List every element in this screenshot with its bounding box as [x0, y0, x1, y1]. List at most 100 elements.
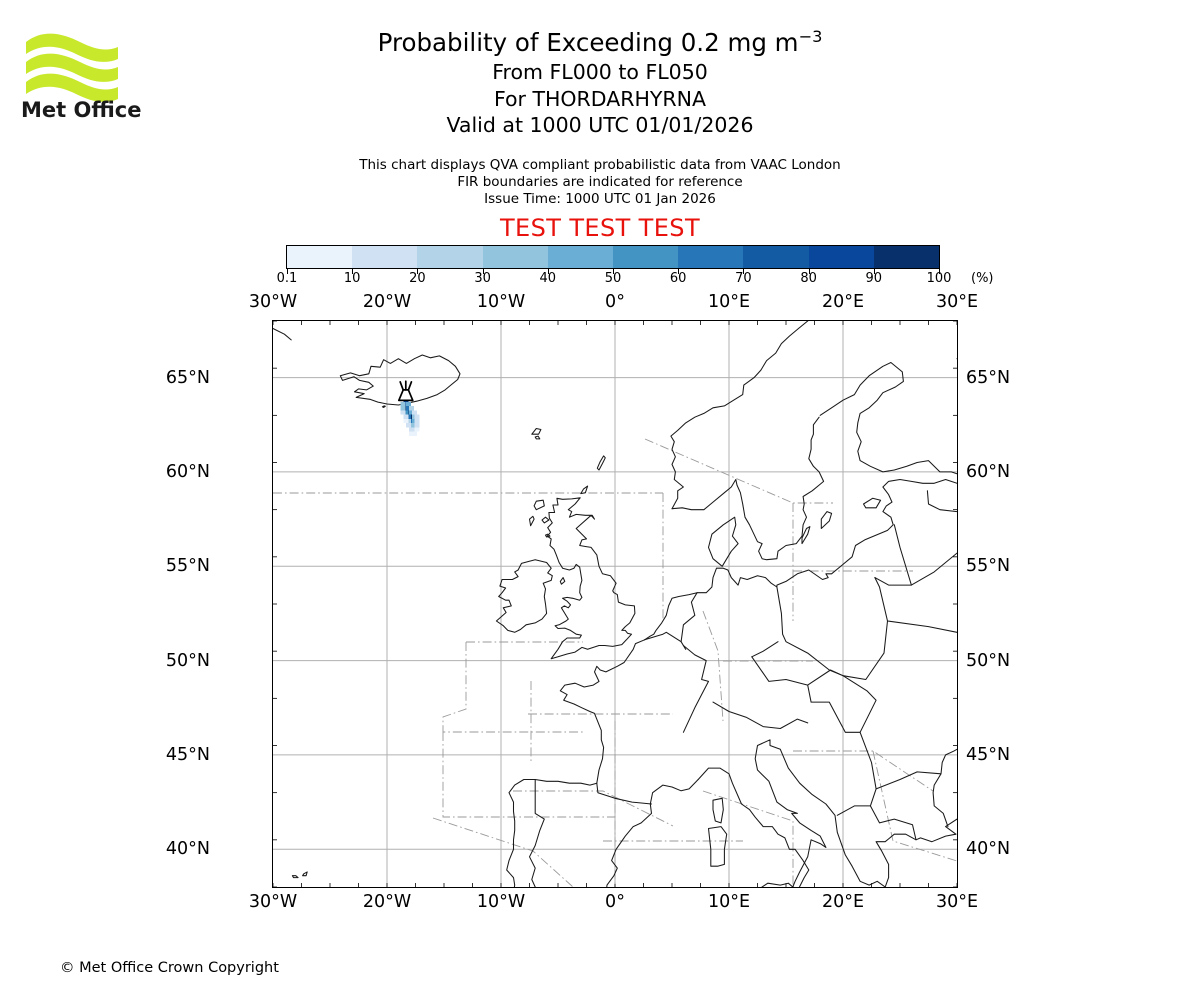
- latitude-label-left: 40°N: [165, 839, 210, 860]
- colorbar-tick: [743, 269, 745, 274]
- colorbar-tick: [482, 269, 484, 274]
- colorbar-band-2: [417, 246, 483, 268]
- coastline-path: [339, 354, 461, 406]
- note-issue-time: Issue Time: 1000 UTC 01 Jan 2026: [484, 191, 716, 207]
- latitude-label-left: 65°N: [165, 367, 210, 388]
- probability-cell: [411, 431, 417, 436]
- coastline-path: [712, 701, 809, 730]
- coastline-path: [273, 327, 292, 341]
- chart-notes-block: This chart displays QVA compliant probab…: [0, 157, 1200, 208]
- coastline-path: [712, 797, 724, 824]
- probability-cell: [406, 418, 412, 424]
- colorbar-tick-label: 0.1: [276, 271, 298, 286]
- coastline-path: [875, 771, 942, 790]
- probability-cell: [400, 401, 406, 407]
- colorbar-band-4: [547, 246, 614, 268]
- colorbar-gradient: [286, 245, 940, 269]
- colorbar-band-7: [743, 246, 809, 268]
- map-plot-area[interactable]: [272, 320, 958, 888]
- coastline-path: [751, 641, 779, 658]
- colorbar-tick: [613, 269, 614, 274]
- longitude-label-bottom: 10°W: [476, 892, 526, 912]
- coastline-path: [761, 882, 794, 887]
- coastline-path: [596, 455, 606, 471]
- colorbar-band-3: [482, 246, 548, 268]
- coastline-path: [932, 748, 957, 828]
- coastline-path: [893, 524, 912, 586]
- colorbar-band-5: [613, 246, 679, 268]
- longitude-label-bottom: 20°W: [362, 892, 412, 912]
- colorbar-tick-label: 60: [669, 271, 687, 286]
- colorbar-ticks: [286, 269, 940, 277]
- probability-cell: [409, 414, 415, 419]
- coastline-path: [596, 782, 616, 799]
- coastline-path: [528, 778, 545, 887]
- probability-cell: [409, 418, 415, 424]
- latitude-axis-right: 65°N 60°N 55°N 50°N 45°N 40°N: [0, 320, 1200, 888]
- coastline-path: [541, 516, 550, 524]
- latitude-axis-left: 65°N 60°N 55°N 50°N 45°N 40°N: [0, 320, 272, 888]
- chart-main-title: Probability of Exceeding 0.2 mg m−3: [0, 26, 1200, 59]
- probability-colorbar: [286, 245, 940, 269]
- coastlines: [273, 321, 957, 887]
- longitude-label-top: 20°E: [821, 292, 865, 312]
- probability-cell: [406, 423, 412, 428]
- chart-valid-time: Valid at 1000 UTC 01/01/2026: [446, 113, 754, 137]
- colorbar-tick: [939, 269, 940, 274]
- coastline-path: [671, 416, 825, 561]
- latitude-label-right: 40°N: [966, 839, 1011, 860]
- longitude-label-bottom: 0°: [605, 892, 625, 912]
- colorbar-tick-label: 30: [474, 271, 491, 286]
- met-office-logo: Met Office: [12, 18, 192, 118]
- coastline-path: [707, 516, 739, 567]
- chart-flight-level: From FL000 to FL050: [492, 60, 708, 84]
- probability-cell: [411, 418, 417, 424]
- volcano-marker: [397, 380, 414, 402]
- latitude-label-right: 65°N: [966, 367, 1011, 388]
- coastline-path: [531, 427, 542, 435]
- colorbar-tick: [678, 269, 680, 274]
- longitude-label-top: 10°W: [476, 292, 526, 312]
- latitude-label-right: 55°N: [966, 556, 1011, 577]
- colorbar-tick-label: 100: [926, 271, 952, 286]
- test-banner: TEST TEST TEST: [499, 214, 700, 242]
- colorbar-tick: [417, 269, 419, 274]
- colorbar-tick: [287, 269, 288, 274]
- coastline-path: [533, 499, 545, 511]
- coastline-path: [506, 639, 699, 887]
- chart-main-title-text: Probability of Exceeding 0.2 mg m: [377, 28, 799, 57]
- colorbar-tick-label: 70: [735, 271, 752, 286]
- longitude-label-top: 20°W: [362, 292, 412, 312]
- probability-cell: [414, 418, 420, 424]
- chart-main-title-exponent: −3: [798, 26, 823, 46]
- coastline-path: [801, 526, 811, 545]
- coastline-path: [614, 797, 653, 805]
- probability-cell: [411, 427, 417, 432]
- map-gridlines: [273, 321, 957, 887]
- probability-cell: [414, 414, 420, 419]
- colorbar-tick-label: 20: [409, 271, 426, 286]
- coastline-path: [534, 435, 541, 440]
- coastline-path: [544, 533, 551, 538]
- coastline-path: [680, 592, 698, 643]
- probability-cell: [406, 410, 412, 415]
- colorbar-band-6: [678, 246, 744, 268]
- coastline-path: [644, 478, 957, 641]
- coastline-path: [869, 805, 917, 841]
- colorbar-band-8: [808, 246, 874, 268]
- coastline-path: [862, 497, 882, 509]
- latitude-label-left: 45°N: [165, 744, 210, 765]
- coastline-path: [644, 631, 687, 650]
- coastline-path: [945, 818, 957, 835]
- probability-cell: [403, 410, 409, 415]
- note-qva: This chart displays QVA compliant probab…: [359, 157, 841, 173]
- colorbar-band-0: [287, 246, 353, 268]
- longitude-label-top: 0°: [605, 292, 625, 312]
- copyright-notice: © Met Office Crown Copyright: [60, 960, 279, 976]
- coastline-path: [546, 497, 636, 660]
- colorbar-tick-label: 10: [343, 271, 361, 286]
- probability-cell: [403, 418, 409, 424]
- longitude-label-bottom: 20°E: [821, 892, 865, 912]
- colorbar-tick-labels: 0.1 10 20 30 40 50 60 70 80 90 100: [277, 271, 952, 289]
- probability-cell: [409, 406, 415, 411]
